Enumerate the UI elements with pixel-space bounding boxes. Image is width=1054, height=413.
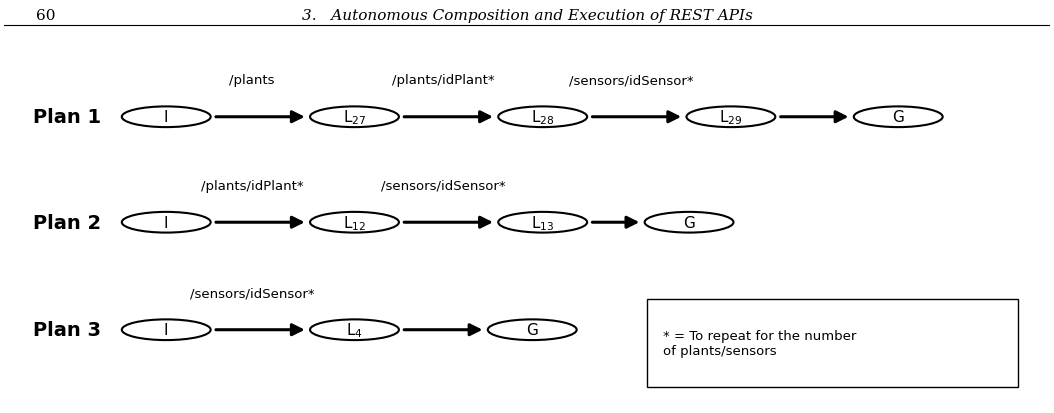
Text: Plan 2: Plan 2 xyxy=(33,213,101,232)
Text: Plan 3: Plan 3 xyxy=(33,320,101,339)
Text: L$_{12}$: L$_{12}$ xyxy=(343,214,366,232)
Text: L$_{27}$: L$_{27}$ xyxy=(343,108,366,127)
Text: /sensors/idSensor*: /sensors/idSensor* xyxy=(382,179,506,192)
Ellipse shape xyxy=(488,320,577,340)
Ellipse shape xyxy=(686,107,776,128)
Ellipse shape xyxy=(645,212,734,233)
Text: 3.   Autonomous Composition and Execution of REST APIs: 3. Autonomous Composition and Execution … xyxy=(301,9,753,22)
FancyBboxPatch shape xyxy=(647,299,1018,387)
Ellipse shape xyxy=(310,212,398,233)
Ellipse shape xyxy=(499,212,587,233)
Text: I: I xyxy=(164,323,169,337)
Text: G: G xyxy=(893,110,904,125)
Ellipse shape xyxy=(310,107,398,128)
Text: /sensors/idSensor*: /sensors/idSensor* xyxy=(569,74,694,87)
Text: L$_{13}$: L$_{13}$ xyxy=(531,214,554,232)
Text: L$_{4}$: L$_{4}$ xyxy=(346,320,363,339)
Text: L$_{28}$: L$_{28}$ xyxy=(531,108,554,127)
Text: /plants/idPlant*: /plants/idPlant* xyxy=(392,74,494,87)
Ellipse shape xyxy=(122,107,211,128)
Ellipse shape xyxy=(854,107,942,128)
Text: /sensors/idSensor*: /sensors/idSensor* xyxy=(190,287,314,299)
Text: I: I xyxy=(164,215,169,230)
Text: 60: 60 xyxy=(36,9,55,22)
Text: Plan 1: Plan 1 xyxy=(33,108,101,127)
Ellipse shape xyxy=(499,107,587,128)
Ellipse shape xyxy=(122,212,211,233)
Text: /plants: /plants xyxy=(229,74,275,87)
Text: G: G xyxy=(683,215,695,230)
Text: I: I xyxy=(164,110,169,125)
Text: G: G xyxy=(526,323,539,337)
Ellipse shape xyxy=(122,320,211,340)
Text: * = To repeat for the number
of plants/sensors: * = To repeat for the number of plants/s… xyxy=(663,329,856,357)
Text: L$_{29}$: L$_{29}$ xyxy=(719,108,742,127)
Text: /plants/idPlant*: /plants/idPlant* xyxy=(200,179,304,192)
Ellipse shape xyxy=(310,320,398,340)
